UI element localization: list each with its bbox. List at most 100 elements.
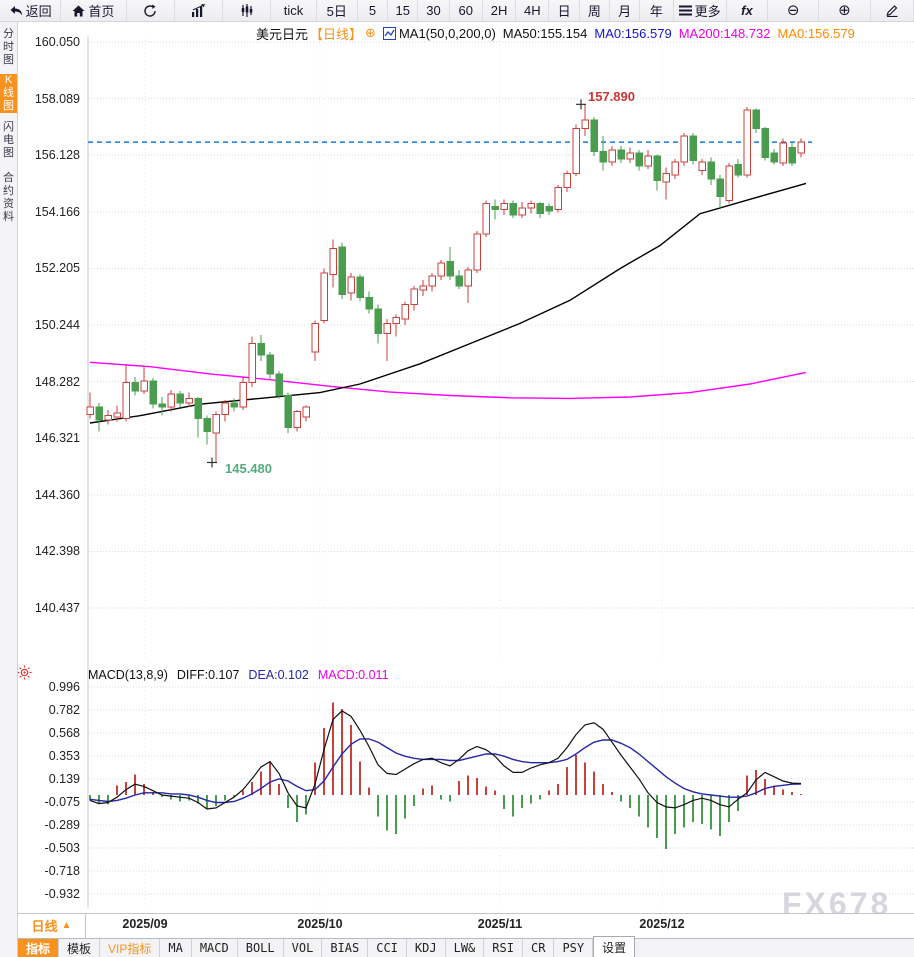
- toolbar-bar-chart-icon[interactable]: [175, 0, 224, 21]
- add-indicator-icon[interactable]: ⊕: [365, 25, 376, 40]
- indicator-tab-kdj[interactable]: KDJ: [407, 939, 446, 957]
- indicator-tab-cr[interactable]: CR: [523, 939, 555, 957]
- macd-axis-tick: -0.932: [44, 887, 80, 901]
- toolbar-interval-day-label: 日: [557, 4, 571, 19]
- period-selector-box[interactable]: 日线 ▲: [18, 913, 86, 938]
- toolbar-back-button[interactable]: 返回: [0, 0, 62, 21]
- toolbar-interval-2h-button[interactable]: 2H: [483, 0, 517, 21]
- ma0-blue-value: MA0:156.579: [594, 25, 672, 41]
- macd-axis-tick: -0.718: [44, 864, 80, 878]
- price-axis-tick: 152.205: [34, 261, 80, 276]
- macd-diff-value: DIFF:0.107: [176, 668, 240, 682]
- toolbar-interval-60-button[interactable]: 60: [450, 0, 483, 21]
- sidebar-tab-char: 时: [3, 41, 14, 53]
- toolbar-zoom-in-button[interactable]: ⊕: [819, 0, 871, 21]
- indicator-tab-label: VIP指标: [108, 941, 152, 956]
- toolbar-zoom-out-label: ⊖: [786, 2, 800, 19]
- indicator-tab-lw[interactable]: LW&: [446, 939, 485, 957]
- toolbar-zoom-out-button[interactable]: ⊖: [768, 0, 820, 21]
- toolbar-interval-4h-button[interactable]: 4H: [516, 0, 550, 21]
- ma50-line: [89, 182, 807, 424]
- toolbar-interval-year-label: 年: [649, 4, 663, 19]
- top-toolbar: 返回 首页 tick 5日 5 15 30 60 2H 4H 日 周 月 年 更多 fx ⊖ ⊕: [0, 0, 914, 22]
- macd-axis-tick: -0.289: [44, 818, 80, 832]
- toolbar-interval-15-button[interactable]: 15: [388, 0, 419, 21]
- toolbar-interval-tick-button[interactable]: tick: [271, 0, 317, 21]
- toolbar-interval-5d-label: 5日: [326, 4, 347, 19]
- indicator-tab-label: CR: [530, 941, 546, 955]
- toolbar-home-button[interactable]: 首页: [61, 0, 127, 21]
- indicator-tab-label: BOLL: [245, 941, 275, 955]
- toolbar-interval-day-button[interactable]: 日: [549, 0, 580, 21]
- macd-dea-value: DEA:0.102: [248, 668, 309, 682]
- marked-high-label: 157.890: [588, 89, 635, 105]
- toolbar-interval-week-label: 周: [587, 4, 601, 19]
- toolbar-indicator-fx-button[interactable]: fx: [727, 0, 769, 21]
- indicator-tab-label: MA: [168, 941, 183, 955]
- indicator-tab-label: RSI: [492, 941, 514, 955]
- macd-axis-tick: 0.996: [48, 680, 80, 694]
- macd-axis-tick: 0.782: [48, 703, 80, 717]
- candlesticks: [86, 104, 805, 463]
- low-marker-cross: [207, 457, 217, 468]
- macd-axis-tick: 0.353: [48, 749, 80, 763]
- toolbar-interval-tick-label: tick: [283, 3, 304, 18]
- ma200-line: [89, 361, 807, 400]
- x-axis-month-label: 2025/10: [297, 917, 343, 931]
- sidebar-tab-char: 分: [3, 28, 14, 40]
- indicator-tab-boll[interactable]: BOLL: [238, 939, 284, 957]
- toolbar-draw-icon[interactable]: [871, 0, 914, 21]
- macd-axis-tick: 0.139: [48, 772, 80, 786]
- price-axis-tick: 148.282: [34, 374, 80, 389]
- indicator-tab-ma[interactable]: MA: [160, 939, 192, 957]
- indicator-tab-label: VOL: [291, 941, 314, 955]
- toolbar-more-label: 更多: [694, 4, 721, 19]
- toolbar-interval-5-button[interactable]: 5: [358, 0, 389, 21]
- ma50-value: MA50:155.154: [502, 25, 588, 41]
- toolbar-interval-30-button[interactable]: 30: [418, 0, 450, 21]
- indicator-tab-bias[interactable]: BIAS: [322, 939, 369, 957]
- ma0-orange-value: MA0:156.579: [777, 25, 855, 41]
- toolbar-interval-60-label: 60: [458, 3, 474, 18]
- toolbar-zoom-in-label: ⊕: [838, 2, 851, 19]
- indicator-tab-vol[interactable]: VOL: [284, 939, 323, 957]
- indicator-tab-设置[interactable]: 设置: [593, 936, 636, 957]
- toolbar-volume-chart-icon[interactable]: [223, 0, 272, 21]
- ma-settings: MA1(50,0,200,0): [398, 25, 496, 41]
- indicator-tab-label: 指标: [26, 941, 51, 956]
- sidebar-tab-lightning-chart[interactable]: 闪电图: [0, 121, 17, 160]
- symbol-name: 美元日元: [256, 26, 309, 42]
- sidebar-tab-char: 图: [3, 100, 14, 112]
- mini-chart-icon[interactable]: [382, 26, 396, 40]
- toolbar-interval-5-label: 5: [368, 3, 377, 18]
- indicator-tab-psy[interactable]: PSY: [554, 939, 594, 957]
- indicator-tab-macd[interactable]: MACD: [192, 939, 238, 957]
- indicator-tab-label: BIAS: [330, 941, 360, 955]
- indicator-tab-模板[interactable]: 模板: [59, 939, 101, 957]
- indicator-tab-bar: 指标 模板 VIP指标 MA MACD BOLL VOL BIAS CCI KDJ LW& RSI CR…: [18, 936, 914, 957]
- price-axis-tick: 146.321: [34, 431, 80, 446]
- sidebar-tab-time-chart[interactable]: 分时图: [0, 28, 17, 67]
- toolbar-interval-week-button[interactable]: 周: [580, 0, 610, 21]
- indicator-tab-rsi[interactable]: RSI: [484, 939, 523, 957]
- toolbar-interval-30-label: 30: [426, 3, 441, 18]
- marked-low-label: 145.480: [225, 461, 272, 477]
- toolbar-interval-year-button[interactable]: 年: [640, 0, 674, 21]
- toolbar-refresh-icon[interactable]: [127, 0, 175, 21]
- indicator-tab-指标[interactable]: 指标: [18, 939, 60, 957]
- sidebar-tab-contract-info[interactable]: 合约资料: [0, 172, 17, 224]
- x-axis-month-label: 2025/09: [122, 917, 168, 931]
- indicator-tab-cci[interactable]: CCI: [368, 939, 407, 957]
- indicator-settings-sun-icon[interactable]: [17, 665, 32, 680]
- sidebar-tab-char: K: [4, 74, 13, 86]
- period-box-label: 日线: [31, 919, 58, 934]
- toolbar-interval-month-button[interactable]: 月: [610, 0, 641, 21]
- indicator-tab-vip指标[interactable]: VIP指标: [100, 939, 161, 957]
- chart-gridlines: [87, 36, 914, 908]
- toolbar-interval-5d-button[interactable]: 5日: [317, 0, 358, 21]
- macd-hist-value: MACD:0.011: [317, 668, 389, 682]
- toolbar-more-button[interactable]: 更多: [674, 0, 727, 21]
- macd-params: MACD(13,8,9): [88, 668, 168, 682]
